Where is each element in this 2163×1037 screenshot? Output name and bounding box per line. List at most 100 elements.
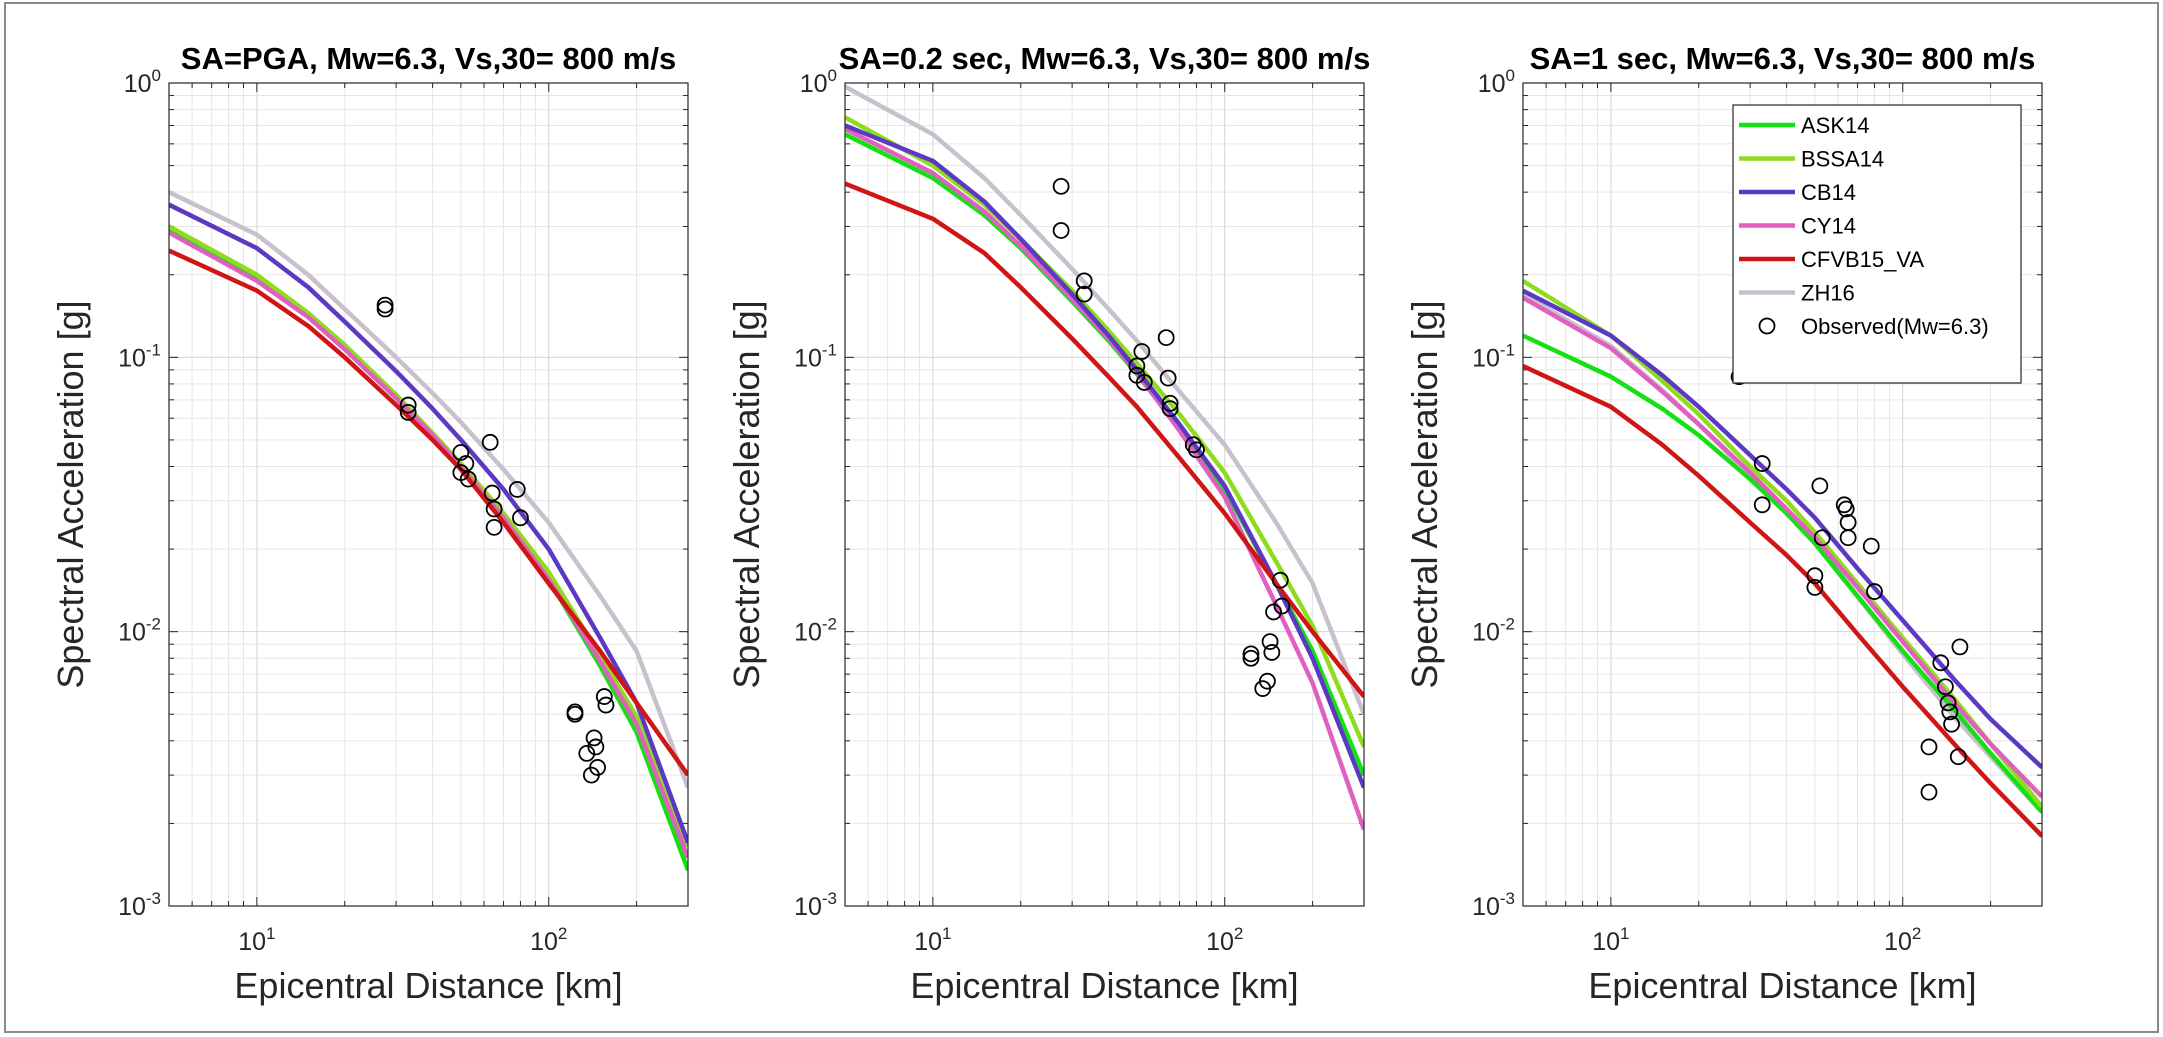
observed-point (1052, 222, 1070, 239)
observed-point (1920, 738, 1938, 756)
series-line-ask14 (1523, 333, 2042, 814)
legend-label: Observed(Mw=6.3) (1801, 314, 1989, 339)
plot-area (845, 83, 1364, 906)
x-axis-label: Epicentral Distance [km] (234, 965, 622, 1006)
observed-point (459, 470, 477, 488)
observed-point (585, 729, 603, 747)
observed-point (1943, 715, 1960, 733)
x-tick-label: 102 (1206, 924, 1243, 956)
axes-box (844, 82, 1365, 907)
chart-panel-3: 101 102 10-3 10-2 10-1 100 SA=1 sec, Mw=6.3, V… (1404, 41, 2043, 1006)
observed-point (1806, 567, 1824, 585)
y-tick-label: 10-3 (118, 889, 161, 921)
observed-point (1839, 529, 1857, 547)
series-line-cb14 (845, 123, 1364, 789)
observed-point (481, 433, 499, 451)
observed-point (1161, 394, 1179, 412)
observed-point (512, 509, 529, 527)
observed-point (452, 444, 470, 461)
y-tick-label: 100 (1478, 66, 1515, 98)
observed-point (1920, 783, 1938, 801)
y-tick-label: 10-2 (1472, 615, 1515, 647)
observed-point (1811, 477, 1829, 495)
observed-point (1242, 645, 1260, 663)
y-tick-label: 10-1 (118, 340, 161, 372)
observed-point (485, 518, 503, 536)
y-axis-label: Spectral Acceleration [g] (1404, 300, 1445, 688)
observed-point (1806, 578, 1824, 596)
observed-point (1753, 455, 1771, 472)
chart-panel-2: 101 102 10-3 10-2 10-1 100 SA=0.2 sec, Mw=6.3,… (726, 41, 1370, 1006)
observed-point (597, 696, 615, 714)
x-tick-label: 101 (238, 924, 275, 956)
series-line-cb14 (1523, 288, 2042, 770)
legend: ASK14 BSSA14 CB14 CY14 CFVB15_VA ZH16 Observed… (1732, 104, 2022, 384)
axes-box (1522, 82, 2043, 907)
chart-title: SA=0.2 sec, Mw=6.3, Vs,30= 800 m/s (839, 41, 1371, 76)
x-tick-label: 102 (530, 924, 567, 956)
series-group (169, 190, 688, 871)
observed-point (1135, 374, 1153, 391)
legend-label: ASK14 (1801, 113, 1870, 138)
y-axis-label: Spectral Acceleration [g] (50, 300, 91, 688)
observed-point (1949, 748, 1967, 766)
observed-point (1866, 583, 1883, 600)
series-line-cfvb15-va (1523, 363, 2042, 838)
x-tick-label: 101 (1592, 924, 1629, 956)
legend-label: CY14 (1801, 214, 1856, 239)
observed-point (1936, 678, 1954, 696)
observed-point (483, 484, 501, 502)
legend-label: CFVB15_VA (1801, 247, 1924, 272)
figure-frame (4, 2, 2159, 1033)
legend-label: BSSA14 (1801, 147, 1884, 172)
y-tick-label: 100 (124, 66, 161, 98)
observed-point (399, 403, 417, 421)
observed-point (1261, 633, 1279, 651)
observed-point (1075, 272, 1093, 290)
y-tick-label: 10-3 (794, 889, 837, 921)
series-group (1523, 278, 2042, 838)
observed-point (1265, 603, 1282, 621)
legend-observed-marker (1758, 317, 1776, 335)
observed-point (1813, 529, 1831, 547)
y-tick-label: 100 (800, 66, 837, 98)
y-tick-label: 10-2 (118, 615, 161, 647)
observed-point (1939, 694, 1957, 712)
chart-title: SA=1 sec, Mw=6.3, Vs,30= 800 m/s (1530, 41, 2036, 76)
observed-point (1242, 649, 1260, 667)
observed-point (1075, 285, 1093, 303)
series-line-zh16 (169, 190, 688, 789)
observed-point (587, 738, 605, 756)
x-axis-label: Epicentral Distance [km] (1588, 965, 1976, 1006)
series-line-bssa14 (1523, 278, 2042, 809)
observed-point (485, 500, 503, 518)
observed-point (566, 705, 584, 723)
observed-point (1753, 496, 1771, 514)
observed-point (1271, 571, 1289, 589)
observed-point (595, 688, 613, 705)
x-axis-label: Epicentral Distance [km] (910, 965, 1298, 1006)
plot-area (169, 83, 688, 906)
observed-point (1188, 441, 1205, 459)
y-axis-label: Spectral Acceleration [g] (726, 300, 767, 688)
series-line-zh16 (845, 84, 1364, 716)
legend-label: CB14 (1801, 180, 1856, 205)
axes-box (168, 82, 689, 907)
series-group (845, 84, 1364, 831)
observed-point (1273, 597, 1291, 615)
observed-point (376, 296, 394, 314)
chart-panel-1: 101 102 10-3 10-2 10-1 100 SA=PGA, Mw=6.3, Vs,… (50, 41, 689, 1006)
observed-point (1133, 343, 1151, 360)
series-line-cfvb15-va (169, 248, 688, 777)
observed-point (399, 396, 417, 414)
observed-point (1157, 329, 1175, 347)
observed-point (508, 481, 526, 498)
x-tick-label: 101 (914, 924, 951, 956)
observed-point (1932, 654, 1950, 672)
observed-point (1263, 644, 1281, 661)
chart-title: SA=PGA, Mw=6.3, Vs,30= 800 m/s (181, 41, 676, 76)
observed-point (1159, 369, 1177, 387)
observed-point (1951, 638, 1969, 656)
